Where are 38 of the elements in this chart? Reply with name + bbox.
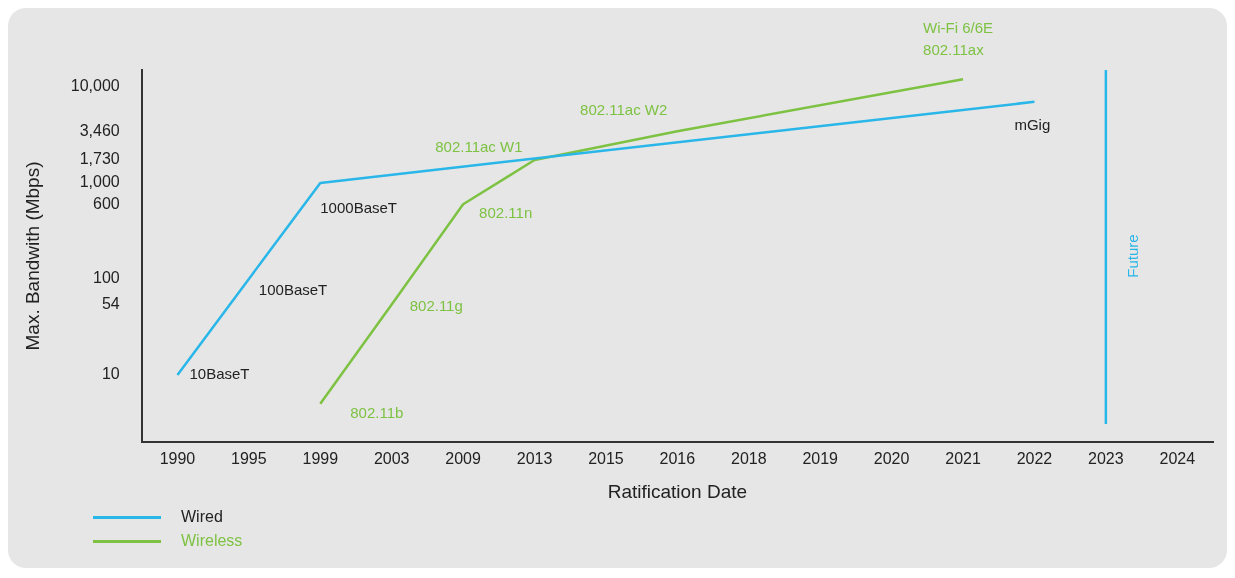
annotation: 802.11ac W1 bbox=[435, 138, 523, 156]
y-tick-label: 1,000 bbox=[79, 173, 120, 191]
x-tick-label: 2016 bbox=[659, 450, 696, 468]
x-tick-label: 2018 bbox=[730, 450, 767, 468]
annotation: 802.11g bbox=[409, 296, 463, 314]
annotation: 802.11b bbox=[350, 403, 404, 421]
annotation: 802.11ac W2 bbox=[580, 101, 668, 119]
x-tick-label: 2019 bbox=[802, 450, 839, 468]
x-tick-label: 1990 bbox=[159, 450, 196, 468]
x-tick-label: 2009 bbox=[445, 450, 482, 468]
x-tick-label: 2003 bbox=[373, 450, 410, 468]
x-tick-label: 2024 bbox=[1159, 450, 1196, 468]
annotation: 100BaseT bbox=[258, 281, 328, 299]
y-tick-label: 600 bbox=[93, 194, 120, 212]
y-tick-label: 10,000 bbox=[70, 77, 120, 95]
y-tick-label: 1,730 bbox=[79, 150, 120, 168]
x-tick-label: 2013 bbox=[516, 450, 553, 468]
x-tick-label: 2022 bbox=[1016, 450, 1053, 468]
x-tick-label: 2023 bbox=[1088, 450, 1124, 468]
x-tick-label: 2021 bbox=[945, 450, 981, 468]
y-tick-label: 10 bbox=[101, 365, 120, 383]
y-tick-label: 100 bbox=[93, 269, 120, 287]
annotation: Wi-Fi 6/6E 802.11ax bbox=[923, 19, 994, 59]
y-tick-label: 3,460 bbox=[79, 121, 120, 139]
x-tick-label: 1995 bbox=[231, 450, 267, 468]
annotation: mGig bbox=[1014, 115, 1051, 133]
x-axis-title: Ratification Date bbox=[607, 480, 748, 502]
annotation: 1000BaseT bbox=[320, 199, 398, 217]
x-tick-label: 2015 bbox=[588, 450, 624, 468]
ref-line-label: Future bbox=[1124, 234, 1142, 278]
x-tick-label: 1999 bbox=[302, 450, 339, 468]
legend-label: Wireless bbox=[181, 532, 243, 550]
y-tick-label: 54 bbox=[101, 295, 120, 312]
x-tick-label: 2020 bbox=[873, 450, 910, 468]
annotation: 802.11n bbox=[479, 204, 533, 222]
y-axis-title: Max. Bandwith (Mbps) bbox=[21, 161, 43, 351]
legend-label: Wired bbox=[181, 508, 223, 526]
annotation: 10BaseT bbox=[189, 365, 250, 383]
